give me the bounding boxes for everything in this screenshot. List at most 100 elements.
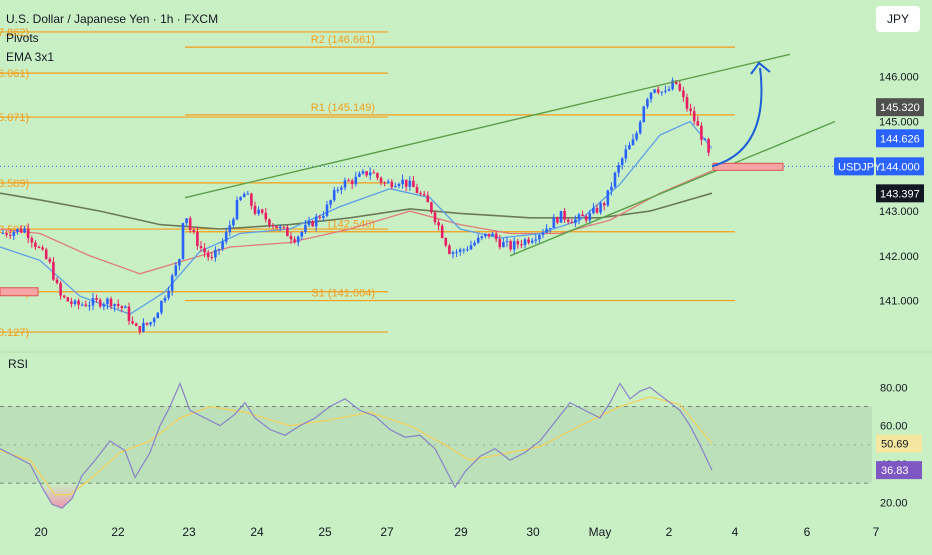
candle-body bbox=[563, 210, 566, 220]
candle-body bbox=[469, 245, 473, 250]
candle-body bbox=[181, 223, 185, 259]
symbol-tag-text: USDJPY bbox=[838, 161, 882, 173]
candle-body bbox=[631, 139, 635, 146]
candle-body bbox=[228, 225, 232, 233]
pivot-label: R2 (146.661) bbox=[311, 34, 375, 46]
candle-body bbox=[95, 298, 98, 300]
candle-body bbox=[667, 89, 671, 91]
price-label-text: 143.397 bbox=[880, 188, 920, 200]
candle-body bbox=[620, 158, 624, 166]
candle-body bbox=[1, 233, 5, 235]
candle-body bbox=[84, 304, 88, 307]
candle-body bbox=[34, 242, 37, 248]
candle-body bbox=[415, 187, 419, 193]
candle-body bbox=[289, 236, 293, 240]
candle-body bbox=[113, 304, 116, 307]
candle-body bbox=[674, 80, 678, 85]
time-tick-label: 23 bbox=[182, 525, 196, 539]
candle-body bbox=[149, 322, 152, 325]
price-tick-label: 146.000 bbox=[879, 72, 919, 84]
indicator-pivots[interactable]: Pivots bbox=[6, 31, 39, 45]
candle-body bbox=[314, 216, 318, 227]
candle-body bbox=[77, 300, 80, 305]
candle-body bbox=[188, 218, 192, 230]
candle-body bbox=[408, 180, 412, 187]
candle-body bbox=[221, 241, 224, 249]
prev-pivot-label: 5.071) bbox=[0, 112, 29, 124]
candle-body bbox=[178, 258, 181, 266]
candle-body bbox=[235, 200, 239, 220]
candle-body bbox=[62, 295, 66, 298]
candle-body bbox=[646, 99, 649, 107]
candle-body bbox=[350, 180, 354, 185]
prev-pivot-label: 0.127) bbox=[0, 327, 29, 339]
candle-body bbox=[48, 258, 52, 262]
candle-body bbox=[116, 304, 120, 307]
candle-body bbox=[206, 252, 210, 257]
candle-body bbox=[530, 240, 534, 243]
symbol-title[interactable]: U.S. Dollar / Japanese Yen · 1h · FXCM bbox=[6, 12, 219, 26]
candle-body bbox=[556, 217, 559, 223]
candle-body bbox=[217, 248, 221, 250]
time-tick-label: 2 bbox=[666, 525, 673, 539]
price-label-box bbox=[876, 184, 924, 203]
candle-body bbox=[682, 90, 685, 98]
candle-body bbox=[509, 241, 512, 250]
rsi-tick-label: 80.00 bbox=[880, 382, 908, 394]
candle-body bbox=[239, 197, 242, 201]
candle-body bbox=[332, 190, 336, 201]
ema-mid-line bbox=[0, 170, 713, 275]
candle-body bbox=[70, 301, 73, 304]
indicator-ema[interactable]: EMA 3x1 bbox=[6, 50, 55, 64]
candle-body bbox=[138, 326, 142, 332]
candle-body bbox=[599, 203, 602, 213]
candle-body bbox=[437, 222, 440, 226]
candle-body bbox=[649, 92, 653, 100]
candle-body bbox=[473, 242, 476, 246]
chart-legend: U.S. Dollar / Japanese Yen · 1h · FXCM P… bbox=[6, 10, 218, 67]
candle-body bbox=[606, 190, 610, 206]
candle-body bbox=[102, 304, 106, 307]
price-tick-label: 145.000 bbox=[879, 117, 919, 129]
time-tick-label: 30 bbox=[526, 525, 540, 539]
price-tick-label: 142.000 bbox=[879, 251, 919, 263]
price-label-text: 144.626 bbox=[880, 133, 920, 145]
candle-body bbox=[390, 181, 394, 188]
candle-body bbox=[271, 225, 275, 227]
candle-body bbox=[574, 219, 577, 224]
candle-body bbox=[73, 300, 77, 304]
currency-button[interactable]: JPY bbox=[876, 6, 920, 32]
price-label-box bbox=[876, 157, 924, 176]
candle-body bbox=[538, 234, 541, 240]
candle-body bbox=[160, 300, 163, 313]
candle-body bbox=[250, 193, 253, 206]
candle-body bbox=[397, 184, 401, 187]
candle-body bbox=[8, 234, 12, 236]
price-tick-label: 141.000 bbox=[879, 296, 919, 308]
candle-body bbox=[304, 224, 307, 232]
pivot-label: (142.540) bbox=[328, 219, 375, 231]
candle-body bbox=[700, 125, 703, 140]
candle-body bbox=[383, 182, 386, 184]
candle-body bbox=[491, 233, 494, 237]
candle-body bbox=[624, 149, 628, 159]
candle-body bbox=[617, 165, 620, 173]
candle-body bbox=[458, 249, 462, 252]
price-label-box bbox=[876, 98, 924, 117]
candle-body bbox=[577, 214, 581, 220]
candle-body bbox=[602, 203, 606, 206]
ema-slow-line bbox=[0, 192, 713, 230]
candle-body bbox=[19, 228, 23, 233]
candle-body bbox=[278, 226, 282, 229]
projection-arrowhead bbox=[750, 61, 771, 75]
candle-body bbox=[516, 241, 520, 245]
candle-body bbox=[559, 210, 563, 223]
candle-body bbox=[484, 233, 487, 237]
candle-body bbox=[12, 231, 16, 236]
candle-body bbox=[354, 176, 358, 185]
candle-body bbox=[664, 90, 667, 92]
rsi-title: RSI bbox=[8, 357, 28, 371]
candle-body bbox=[156, 312, 160, 319]
